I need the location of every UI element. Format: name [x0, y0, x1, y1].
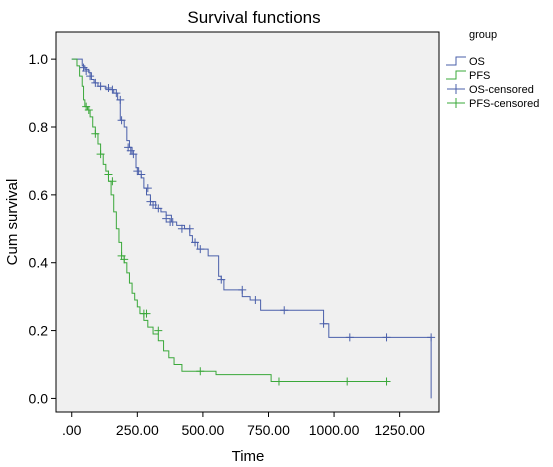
legend-swatch-line — [446, 70, 466, 80]
censor-mark-os-censored — [129, 150, 138, 159]
y-tick-label: 0.0 — [29, 390, 49, 406]
censor-mark-os-censored — [133, 167, 142, 176]
x-tick-label: .00 — [62, 422, 82, 438]
censor-mark-os-censored — [86, 72, 95, 81]
y-tick-label: 0.2 — [29, 323, 49, 339]
censor-mark-os-censored — [96, 82, 105, 91]
censor-mark-pfs-censored — [343, 377, 352, 386]
censor-mark-pfs-censored — [142, 309, 151, 318]
censor-mark-os-censored — [104, 83, 113, 92]
censor-mark-os-censored — [137, 170, 146, 179]
legend-swatch-censor — [447, 98, 465, 108]
plot-area — [55, 31, 440, 413]
legend-label: PFS-censored — [469, 98, 539, 110]
censor-mark-os-censored — [185, 224, 194, 233]
censor-mark-pfs-censored — [274, 377, 283, 386]
legend-label: OS — [469, 56, 485, 68]
chart-title: Survival functions — [187, 8, 320, 27]
legend-swatch-line — [446, 56, 466, 66]
censor-mark-os-censored — [82, 67, 91, 76]
y-tick-label: 0.6 — [29, 187, 49, 203]
censor-mark-pfs-censored — [96, 150, 105, 159]
legend-swatch-censor — [447, 84, 465, 94]
x-tick-label: 1000.00 — [309, 422, 360, 438]
x-tick-label: 250.00 — [116, 422, 159, 438]
censor-mark-os-censored — [162, 214, 171, 223]
y-axis-title: Cum survival — [4, 179, 21, 266]
censor-mark-pfs-censored — [154, 326, 163, 335]
censor-mark-os-censored — [143, 184, 152, 193]
censor-mark-os-censored — [251, 296, 260, 305]
x-tick-label: 500.00 — [181, 422, 224, 438]
censor-mark-os-censored — [196, 245, 205, 254]
censor-layer — [79, 63, 436, 386]
legend-label: OS-censored — [469, 84, 534, 96]
censor-mark-os-censored — [149, 201, 158, 210]
x-axis-title: Time — [232, 448, 265, 465]
x-tick-label: 1250.00 — [374, 422, 425, 438]
censor-mark-os-censored — [427, 333, 436, 342]
censor-mark-os-censored — [168, 218, 177, 226]
censor-mark-pfs-censored — [108, 177, 117, 186]
legend: group OS PFS OS-censored PFS-censored — [446, 29, 539, 110]
censor-mark-os-censored — [117, 116, 126, 125]
censor-mark-pfs-censored — [91, 129, 100, 138]
censor-mark-os-censored — [217, 275, 226, 284]
censor-mark-os-censored — [177, 224, 186, 233]
censor-mark-pfs-censored — [382, 377, 391, 386]
censor-mark-pfs-censored — [120, 255, 129, 264]
censor-mark-os-censored — [191, 238, 200, 247]
censor-mark-os-censored — [280, 306, 289, 315]
censor-mark-os-censored — [108, 85, 117, 94]
x-tick-label: 750.00 — [247, 422, 290, 438]
censor-mark-os-censored — [91, 78, 100, 87]
censor-mark-os-censored — [116, 95, 125, 104]
censor-mark-os-censored — [382, 333, 391, 342]
censor-mark-os-censored — [154, 204, 163, 213]
censor-mark-os-censored — [345, 333, 354, 342]
legend-label: PFS — [469, 70, 490, 82]
censor-mark-os-censored — [112, 89, 121, 98]
y-tick-label: 0.4 — [29, 255, 49, 271]
censor-mark-pfs-censored — [104, 170, 113, 179]
y-tick-label: 0.8 — [29, 119, 49, 135]
legend-title: group — [469, 29, 497, 41]
censor-mark-pfs-censored — [196, 367, 205, 376]
y-axis: 0.0 0.2 0.4 0.6 0.8 1.0 — [29, 51, 56, 406]
y-tick-label: 1.0 — [29, 51, 49, 67]
censor-mark-pfs-censored — [84, 106, 93, 115]
censor-mark-os-censored — [238, 285, 247, 294]
x-axis: .00 250.00 500.00 750.00 1000.00 1250.00 — [62, 412, 425, 438]
censor-mark-os-censored — [319, 319, 328, 328]
